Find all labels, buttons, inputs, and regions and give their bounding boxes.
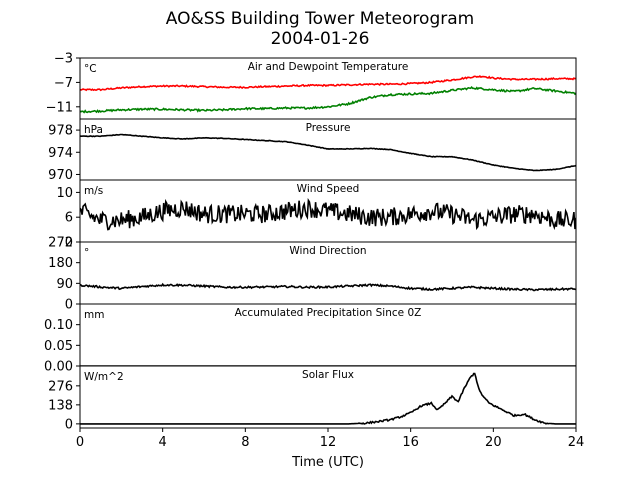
wind-speed-ytick-label: 10 bbox=[56, 186, 73, 201]
wind-direction-panel-label: Wind Direction bbox=[289, 245, 366, 257]
x-axis: 0 4 8 12 16 20 24 bbox=[76, 428, 584, 450]
temperature-ytick-label: −3 bbox=[54, 52, 73, 67]
solar-flux-ytick-label: 0 bbox=[65, 417, 73, 432]
xtick-label: 20 bbox=[485, 435, 502, 450]
precipitation-panel-label: Accumulated Precipitation Since 0Z bbox=[235, 307, 422, 319]
solar-flux-ytick-label: 276 bbox=[48, 379, 73, 394]
temperature-ytick-label: −11 bbox=[46, 100, 73, 115]
temperature-ytick-label: −7 bbox=[54, 76, 73, 91]
wind-speed-panel-label: Wind Speed bbox=[297, 183, 360, 195]
panel-wind-speed: 10 6 2 m/s Wind Speed bbox=[56, 179, 577, 251]
panel-precipitation: 0.10 0.05 0.00 mm Accumulated Precipitation … bbox=[44, 303, 577, 375]
precipitation-ytick-label: 0.00 bbox=[44, 360, 73, 375]
wind-speed-ytick-label: 6 bbox=[65, 211, 73, 226]
xtick-label: 8 bbox=[241, 435, 249, 450]
wind-direction-unit-label: ° bbox=[84, 247, 89, 259]
precipitation-unit-label: mm bbox=[84, 309, 104, 321]
temperature-unit-label: °C bbox=[84, 63, 97, 75]
wind-direction-ytick-label: 0 bbox=[65, 298, 73, 313]
wind-direction-ytick-label: 90 bbox=[56, 277, 73, 292]
wind-direction-ytick-label: 270 bbox=[48, 236, 73, 251]
wind-speed-unit-label: m/s bbox=[84, 185, 103, 197]
panel-wind-direction: 270 180 90 0 ° Wind Direction bbox=[48, 236, 577, 313]
solar-flux-ytick-label: 138 bbox=[48, 398, 73, 413]
x-axis-label: Time (UTC) bbox=[291, 455, 364, 470]
wind-speed-ytick-label: 2 bbox=[65, 236, 73, 251]
wind-speed-series-line-0 bbox=[80, 197, 576, 231]
xtick-label: 12 bbox=[320, 435, 337, 450]
pressure-ytick-label: 970 bbox=[48, 168, 73, 183]
solar-flux-series-line-0 bbox=[80, 372, 576, 425]
temperature-panel-label: Air and Dewpoint Temperature bbox=[248, 61, 409, 73]
temperature-series-line-0 bbox=[80, 75, 576, 92]
xtick-label: 24 bbox=[568, 435, 585, 450]
chart-subtitle: 2004-01-26 bbox=[271, 29, 370, 49]
pressure-ytick-label: 974 bbox=[48, 146, 73, 161]
wind-direction-ytick-label: 180 bbox=[48, 256, 73, 271]
pressure-unit-label: hPa bbox=[84, 124, 103, 136]
panel-temperature: −3 −7 −11 °C Air and Dewpoint Temperature bbox=[46, 52, 577, 120]
chart-title: AO&SS Building Tower Meteorogram bbox=[166, 9, 474, 29]
wind-direction-series-line-0 bbox=[80, 282, 576, 292]
solar-flux-unit-label: W/m^2 bbox=[84, 371, 124, 383]
panel-pressure: 978 974 970 hPa Pressure bbox=[48, 118, 577, 183]
xtick-label: 0 bbox=[76, 435, 84, 450]
pressure-panel-label: Pressure bbox=[306, 122, 351, 134]
xtick-label: 4 bbox=[159, 435, 167, 450]
xtick-label: 16 bbox=[402, 435, 419, 450]
pressure-ytick-label: 978 bbox=[48, 124, 73, 139]
precipitation-ytick-label: 0.05 bbox=[44, 339, 73, 354]
temperature-series-line-1 bbox=[80, 86, 576, 114]
solar-flux-panel-label: Solar Flux bbox=[302, 369, 354, 381]
panel-solar-flux: 276 138 0 W/m^2 Solar Flux bbox=[48, 365, 577, 432]
precipitation-ytick-label: 0.10 bbox=[44, 318, 73, 333]
panel-group: −3 −7 −11 °C Air and Dewpoint Temperature 978… bbox=[44, 52, 577, 432]
pressure-series-line-0 bbox=[80, 133, 576, 172]
